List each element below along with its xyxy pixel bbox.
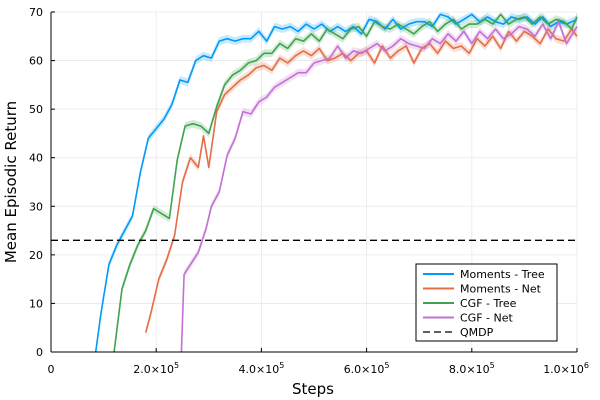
y-tick-label: 20 bbox=[29, 249, 43, 262]
x-tick-exponent: 5 bbox=[490, 361, 495, 370]
legend-label: QMDP bbox=[460, 326, 494, 339]
series-lines bbox=[51, 13, 578, 353]
series-line-cgf-tree bbox=[113, 13, 578, 353]
x-tick-exponent: 5 bbox=[384, 361, 389, 370]
grid bbox=[50, 11, 578, 353]
x-tick-label: 1.0×106 bbox=[543, 361, 589, 376]
axes bbox=[50, 11, 578, 353]
x-tick-label: 4.0×105 bbox=[238, 361, 284, 376]
x-tick-labels: 0 2.0×105 4.0×105 6.0×105 8.0×105 1.0×106 bbox=[48, 361, 590, 376]
x-tick-mantissa: 8.0×10 bbox=[449, 363, 490, 376]
y-tick-label: 30 bbox=[29, 200, 43, 213]
series-line-moments-tree bbox=[94, 13, 578, 353]
y-tick-label: 70 bbox=[29, 6, 43, 19]
legend-label: Moments - Tree bbox=[460, 268, 545, 281]
x-tick-mantissa: 2.0×10 bbox=[133, 363, 174, 376]
x-tick-exponent: 5 bbox=[174, 361, 179, 370]
x-tick-label: 8.0×105 bbox=[449, 361, 495, 376]
x-tick-mantissa: 6.0×10 bbox=[344, 363, 385, 376]
y-tick-label: 10 bbox=[29, 297, 43, 310]
x-tick-label: 6.0×105 bbox=[344, 361, 390, 376]
x-axis-title: Steps bbox=[292, 380, 334, 398]
legend-label: CGF - Tree bbox=[460, 297, 517, 310]
x-tick-mantissa: 0 bbox=[48, 363, 55, 376]
y-tick-labels: 0 10 20 30 40 50 60 70 bbox=[29, 6, 43, 359]
y-tick-label: 60 bbox=[29, 55, 43, 68]
y-tick-label: 0 bbox=[36, 346, 43, 359]
x-tick-mantissa: 1.0×10 bbox=[543, 363, 584, 376]
y-axis-title: Mean Episodic Return bbox=[2, 101, 20, 263]
x-tick-label: 2.0×105 bbox=[133, 361, 179, 376]
x-tick-exponent: 6 bbox=[584, 361, 589, 370]
series-line-cgf-net bbox=[180, 20, 578, 353]
legend-label: Moments - Net bbox=[460, 283, 542, 296]
y-tick-label: 50 bbox=[29, 103, 43, 116]
legend-label: CGF - Net bbox=[460, 312, 513, 325]
y-tick-label: 40 bbox=[29, 152, 43, 165]
x-tick-mantissa: 4.0×10 bbox=[238, 363, 279, 376]
x-tick-exponent: 5 bbox=[279, 361, 284, 370]
x-tick-label: 0 bbox=[48, 363, 55, 376]
